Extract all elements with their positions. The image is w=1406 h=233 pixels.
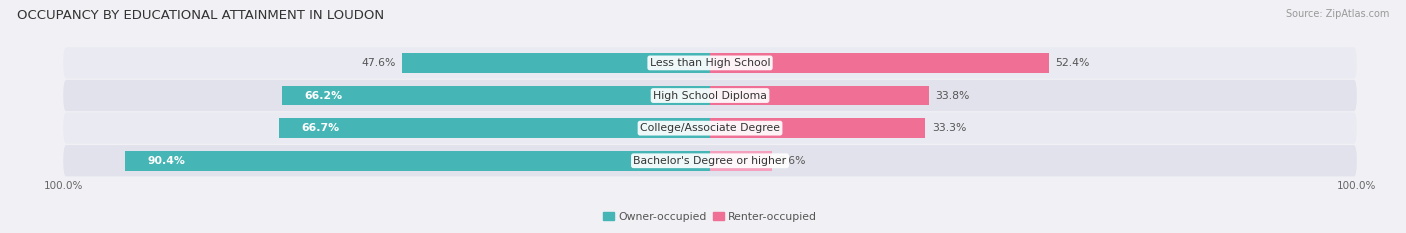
Text: Bachelor's Degree or higher: Bachelor's Degree or higher [634, 156, 786, 166]
Bar [281, 86, 710, 105]
Bar [710, 118, 925, 138]
Text: 66.7%: 66.7% [301, 123, 339, 133]
Text: 90.4%: 90.4% [148, 156, 186, 166]
Text: OCCUPANCY BY EDUCATIONAL ATTAINMENT IN LOUDON: OCCUPANCY BY EDUCATIONAL ATTAINMENT IN L… [17, 9, 384, 22]
FancyBboxPatch shape [63, 145, 1357, 176]
FancyBboxPatch shape [63, 47, 1357, 79]
Text: 47.6%: 47.6% [361, 58, 395, 68]
Text: Less than High School: Less than High School [650, 58, 770, 68]
Text: Source: ZipAtlas.com: Source: ZipAtlas.com [1285, 9, 1389, 19]
Bar [710, 53, 1049, 73]
Text: High School Diploma: High School Diploma [654, 91, 766, 100]
Text: 9.6%: 9.6% [779, 156, 806, 166]
Text: 33.3%: 33.3% [932, 123, 966, 133]
FancyBboxPatch shape [63, 113, 1357, 144]
FancyBboxPatch shape [63, 80, 1357, 111]
Text: 52.4%: 52.4% [1056, 58, 1090, 68]
Bar [125, 151, 710, 171]
Text: 33.8%: 33.8% [935, 91, 970, 100]
Bar [710, 86, 928, 105]
Bar [402, 53, 710, 73]
Text: 66.2%: 66.2% [305, 91, 343, 100]
Bar [278, 118, 710, 138]
Legend: Owner-occupied, Renter-occupied: Owner-occupied, Renter-occupied [599, 208, 821, 226]
Bar [710, 151, 772, 171]
Text: College/Associate Degree: College/Associate Degree [640, 123, 780, 133]
